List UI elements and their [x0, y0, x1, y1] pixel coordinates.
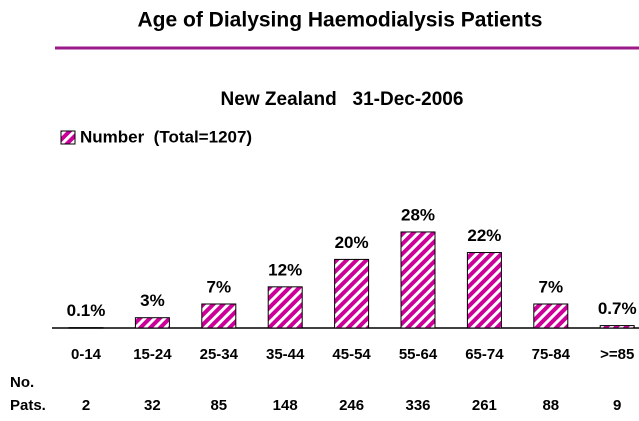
bar	[201, 303, 237, 329]
table-count: 246	[339, 397, 364, 414]
data-label: 7%	[207, 277, 232, 296]
x-tick-label: 55-64	[399, 346, 438, 363]
x-tick-label: 15-24	[133, 346, 172, 363]
table-count: 9	[613, 397, 621, 414]
bar	[599, 325, 635, 329]
data-label: 12%	[268, 260, 302, 279]
data-label: 0.7%	[598, 299, 637, 318]
data-label: 7%	[539, 277, 564, 296]
x-tick-label: 0-14	[71, 346, 102, 363]
bar	[533, 303, 569, 329]
x-tick-label: 65-74	[465, 346, 504, 363]
table-row-header: Pats.	[10, 397, 46, 414]
table-count: 2	[82, 397, 90, 414]
data-label: 22%	[467, 226, 501, 245]
bar	[68, 327, 104, 329]
bar	[466, 252, 502, 329]
x-tick-label: 45-54	[332, 346, 371, 363]
chart-title: Age of Dialysing Haemodialysis Patients	[138, 9, 543, 32]
table-count: 88	[542, 397, 559, 414]
chart-subtitle: New Zealand 31-Dec-2006	[221, 89, 464, 110]
x-tick-label: 35-44	[266, 346, 305, 363]
table-count: 85	[210, 397, 227, 414]
bar	[134, 317, 170, 329]
x-tick-label: >=85	[600, 346, 634, 363]
table-count: 261	[472, 397, 497, 414]
bar	[267, 286, 303, 329]
x-tick-label: 75-84	[532, 346, 571, 363]
data-label: 20%	[335, 233, 369, 252]
table-count: 148	[273, 397, 298, 414]
table-count: 32	[144, 397, 161, 414]
table-row-header: No.	[10, 374, 34, 391]
x-tick-label: 25-34	[200, 346, 239, 363]
data-label: 3%	[140, 291, 165, 310]
data-label: 0.1%	[67, 301, 106, 320]
table-count: 336	[405, 397, 430, 414]
bar	[334, 258, 370, 329]
data-label: 28%	[401, 205, 435, 224]
bar	[400, 231, 436, 329]
legend-swatch	[60, 130, 76, 145]
legend-label: Number (Total=1207)	[80, 127, 252, 146]
